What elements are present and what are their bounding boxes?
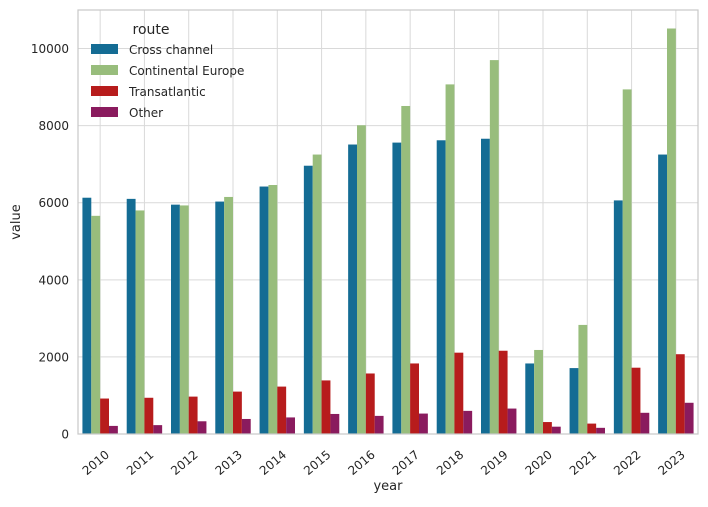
legend: route Cross channel Continental Europe Tra… [91,22,244,120]
y-tick-label: 8000 [38,119,69,133]
y-tick-label: 0 [61,428,69,442]
legend-label: Cross channel [129,43,213,57]
bar-cross-channel [392,142,402,434]
bar-continental-europe [489,60,499,435]
bar-transatlantic [543,422,552,434]
bar-cross-channel [436,140,446,434]
bar-other [330,413,340,434]
bar-cross-channel [525,363,535,434]
bar-transatlantic [188,396,198,434]
bar-other [640,412,650,434]
bar-cross-channel [82,197,92,434]
bar-continental-europe [622,89,632,435]
y-tick-label: 4000 [38,273,69,287]
bar-transatlantic [587,423,597,434]
bar-transatlantic [365,373,375,434]
legend-swatch [91,44,118,54]
bar-continental-europe [534,349,543,434]
bar-transatlantic [675,354,685,434]
bar-transatlantic [498,350,508,434]
bar-transatlantic [410,363,419,434]
bar-transatlantic [277,386,287,434]
bar-continental-europe [224,196,233,434]
bar-other [153,425,163,434]
bar-other [463,410,473,434]
bar-continental-europe [268,185,278,434]
bar-continental-europe [179,205,189,434]
legend-label: Continental Europe [129,64,244,78]
legend-label: Transatlantic [128,85,206,99]
legend-label: Other [129,106,163,120]
bar-other [109,425,118,434]
bar-cross-channel [303,165,313,434]
bar-continental-europe [312,154,322,435]
x-axis-label: year [373,479,403,494]
bar-continental-europe [578,324,588,434]
bar-other [507,408,517,434]
bar-cross-channel [481,138,490,435]
bar-cross-channel [171,204,180,434]
y-tick-label: 10000 [31,42,69,56]
bar-cross-channel [259,186,269,434]
bar-transatlantic [454,352,464,434]
bar-transatlantic [144,397,154,434]
legend-swatch [91,107,118,117]
y-axis-label: value [9,204,24,240]
plot-frame [77,9,699,435]
bar-cross-channel [126,198,136,434]
bar-other [374,415,384,434]
y-tick-label: 2000 [38,350,69,364]
bar-transatlantic [631,367,641,434]
bar-cross-channel [215,201,225,434]
bar-transatlantic [100,398,109,434]
bars [82,28,694,435]
bar-cross-channel [348,144,357,434]
bar-transatlantic [321,380,331,434]
bar-continental-europe [445,84,455,434]
bar-other [241,418,251,434]
axes [77,9,699,435]
legend-title: route [133,22,170,38]
bar-other [419,413,428,434]
legend-swatch [91,86,118,96]
y-tick-label: 6000 [38,196,69,210]
bar-continental-europe [135,210,145,434]
bar-cross-channel [569,368,579,434]
bar-other [286,417,295,434]
bar-continental-europe [91,215,101,434]
bar-other [197,421,207,434]
bar-transatlantic [233,391,242,434]
bar-cross-channel [658,154,667,435]
bar-cross-channel [613,200,623,434]
bar-other [551,426,561,434]
bar-continental-europe [667,28,676,434]
bar-other [596,427,605,434]
legend-swatch [91,65,118,75]
bar-continental-europe [401,105,411,434]
bar-continental-europe [357,125,366,434]
bar-other [684,402,694,434]
